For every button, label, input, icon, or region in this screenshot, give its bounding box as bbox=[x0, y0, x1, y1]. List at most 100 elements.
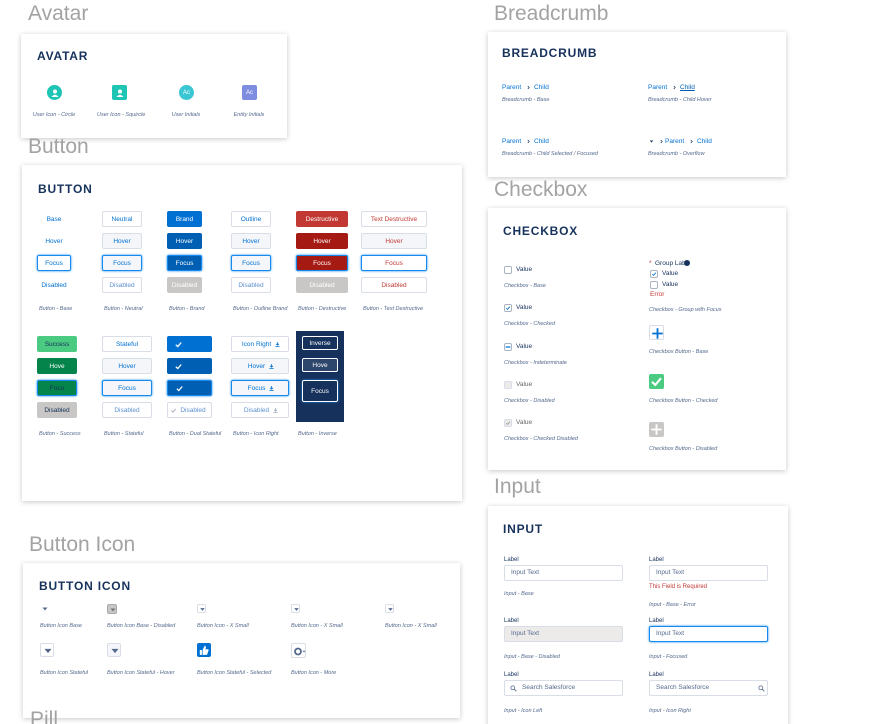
button-icon[interactable] bbox=[40, 604, 50, 614]
button[interactable]: Focus bbox=[102, 255, 142, 271]
text-input[interactable]: Input Text bbox=[649, 626, 768, 642]
button[interactable]: Disabled bbox=[167, 277, 202, 293]
checkbox[interactable] bbox=[504, 380, 512, 389]
caption: Input - Base - Disabled bbox=[504, 654, 560, 660]
button[interactable]: Hove bbox=[302, 358, 338, 372]
button-label: Focus bbox=[175, 259, 194, 267]
caption: Breadcrumb - Base bbox=[502, 97, 550, 103]
button[interactable]: Brand bbox=[167, 211, 202, 227]
button[interactable]: Text Destructive bbox=[361, 211, 427, 227]
button[interactable]: Focus bbox=[102, 380, 152, 396]
button[interactable]: Icon Right bbox=[231, 336, 289, 352]
button[interactable]: Hover bbox=[361, 233, 427, 249]
button[interactable]: Disabled bbox=[231, 277, 271, 293]
button[interactable]: Focus bbox=[231, 380, 289, 396]
breadcrumb-parent[interactable]: Parent bbox=[665, 138, 685, 145]
button[interactable]: Hover bbox=[102, 358, 152, 374]
caption: Button - Destructive bbox=[298, 306, 347, 312]
caption: User Icon - Circle bbox=[32, 112, 76, 118]
button-icon[interactable] bbox=[385, 604, 394, 613]
breadcrumb-child[interactable]: Child bbox=[534, 138, 549, 145]
button[interactable]: Focu bbox=[37, 380, 77, 396]
button[interactable]: Disabled bbox=[102, 402, 152, 418]
button[interactable]: Focus bbox=[361, 255, 427, 271]
button[interactable]: Disabled bbox=[361, 277, 427, 293]
button[interactable] bbox=[167, 336, 212, 352]
button[interactable]: Base bbox=[37, 211, 71, 227]
checkbox[interactable] bbox=[650, 270, 658, 278]
button[interactable]: Success bbox=[37, 336, 77, 352]
breadcrumb-child[interactable]: Child bbox=[697, 138, 712, 145]
indeterminate-icon bbox=[505, 345, 511, 348]
button[interactable]: Focus bbox=[296, 255, 348, 271]
input-label: Label bbox=[649, 672, 664, 678]
caption: Breadcrumb - Child Selected / Focused bbox=[502, 151, 598, 157]
button[interactable]: Focus bbox=[231, 255, 271, 271]
text-input[interactable]: Input Text bbox=[649, 565, 768, 581]
text-input[interactable]: Search Salesforce bbox=[649, 680, 768, 696]
caption: Button Icon Base - Disabled bbox=[107, 623, 176, 629]
button[interactable]: Disabled bbox=[231, 402, 289, 418]
checkbox[interactable] bbox=[504, 419, 512, 428]
button[interactable]: Stateful bbox=[102, 336, 152, 352]
button[interactable]: Destructive bbox=[296, 211, 348, 227]
breadcrumb-parent[interactable]: Parent bbox=[648, 84, 668, 91]
button[interactable]: Hover bbox=[167, 233, 202, 249]
button[interactable]: Disabled bbox=[296, 277, 348, 293]
button-icon[interactable] bbox=[107, 643, 121, 657]
button-icon[interactable] bbox=[197, 643, 211, 657]
button[interactable] bbox=[167, 358, 212, 374]
checkbox[interactable] bbox=[504, 342, 512, 351]
button-label: Hover bbox=[45, 237, 63, 245]
card: BREADCRUMB Parent Child Breadcrumb - Base Pa… bbox=[488, 32, 786, 177]
button[interactable] bbox=[167, 380, 212, 396]
separator-svg bbox=[690, 139, 693, 144]
caption: Button - Dual Stateful bbox=[169, 431, 222, 437]
button[interactable]: Hover bbox=[102, 233, 142, 249]
button[interactable]: Focus bbox=[37, 255, 71, 271]
placeholder: Input Text bbox=[656, 569, 685, 576]
card-title: INPUT bbox=[503, 522, 543, 536]
breadcrumb-child[interactable]: Child bbox=[534, 84, 549, 91]
button-icon[interactable] bbox=[40, 643, 54, 657]
checkbox[interactable] bbox=[650, 280, 658, 289]
checkbox-button[interactable] bbox=[649, 422, 664, 437]
caption: Input - Base - Error bbox=[649, 602, 696, 608]
text-input[interactable]: Input Text bbox=[504, 626, 623, 642]
button-icon[interactable] bbox=[107, 604, 117, 614]
checkbox-button[interactable] bbox=[649, 374, 664, 389]
button[interactable]: Disabled bbox=[167, 402, 212, 418]
button[interactable]: Focus bbox=[302, 380, 338, 402]
caption: Checkbox - Disabled bbox=[504, 397, 555, 404]
button[interactable]: Outline bbox=[231, 211, 271, 227]
button-label: Disabled bbox=[180, 406, 206, 414]
text-input[interactable]: Input Text bbox=[504, 565, 623, 581]
breadcrumb-child[interactable]: Child bbox=[680, 84, 695, 91]
button[interactable]: Disabled bbox=[102, 277, 142, 293]
button-icon[interactable] bbox=[291, 643, 306, 658]
text-input[interactable]: Search Salesforce bbox=[504, 680, 623, 696]
button[interactable]: Hover bbox=[37, 233, 71, 249]
search-icon bbox=[510, 684, 517, 692]
button[interactable]: Hove bbox=[37, 358, 77, 374]
checkbox-button[interactable] bbox=[649, 325, 664, 340]
caption: Breadcrumb - Child Hover bbox=[648, 97, 712, 103]
breadcrumb-parent[interactable]: Parent bbox=[502, 138, 522, 145]
button[interactable]: Hover bbox=[296, 233, 348, 249]
checkbox[interactable] bbox=[504, 304, 512, 313]
button[interactable]: Neutral bbox=[102, 211, 142, 227]
checkbox[interactable] bbox=[504, 266, 512, 274]
button[interactable]: Disabled bbox=[37, 277, 71, 293]
breadcrumb-parent[interactable]: Parent bbox=[502, 84, 522, 91]
avatar bbox=[112, 85, 127, 100]
button-icon[interactable] bbox=[291, 604, 300, 613]
button[interactable]: Focus bbox=[167, 255, 202, 271]
separator bbox=[526, 139, 531, 144]
button-label: Focus bbox=[45, 259, 63, 267]
button[interactable]: Disabled bbox=[37, 402, 77, 418]
button-icon[interactable] bbox=[197, 604, 206, 613]
button[interactable]: Inverse bbox=[302, 336, 338, 350]
button[interactable]: Hover bbox=[231, 233, 271, 249]
button-label: Disabled bbox=[381, 281, 407, 289]
button[interactable]: Hover bbox=[231, 358, 289, 374]
